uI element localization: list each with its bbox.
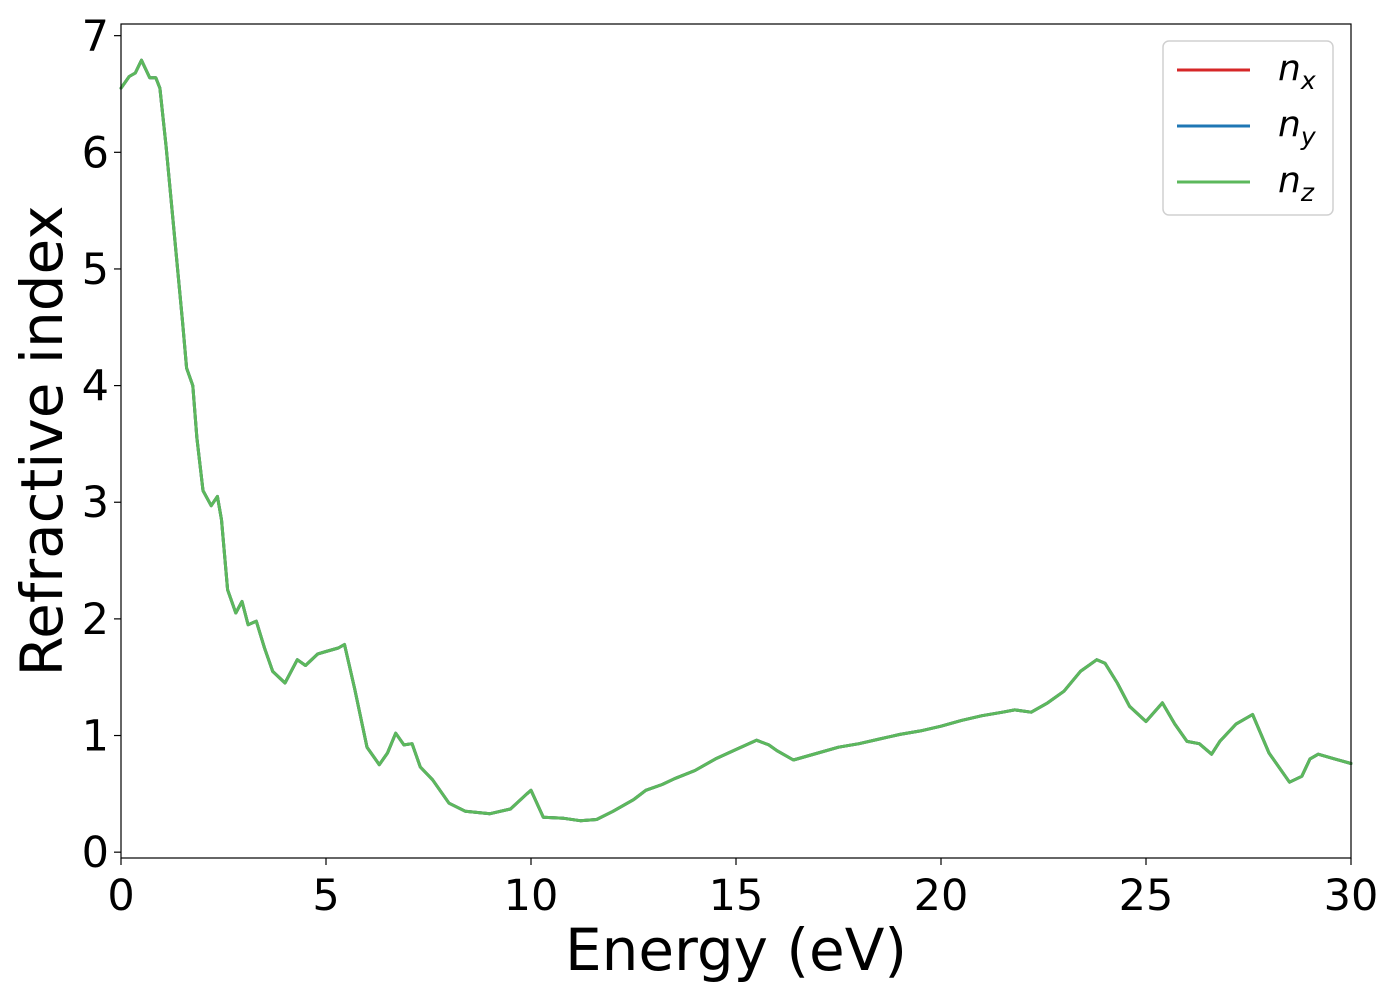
x-tick-label: 20: [914, 871, 969, 921]
legend-label-z: nz: [1278, 160, 1315, 207]
y-axis-ticks: 0 1 2 3 4 5 6 7: [82, 12, 121, 878]
legend-label-base: n: [1278, 48, 1301, 89]
x-tick-label: 5: [312, 871, 339, 921]
x-tick-label: 30: [1324, 871, 1379, 921]
y-tick-label: 5: [82, 245, 109, 295]
x-axis-title: Energy (eV): [565, 916, 907, 984]
x-tick-label: 0: [107, 871, 134, 921]
x-tick-label: 25: [1119, 871, 1174, 921]
x-axis-ticks: 0 5 10 15 20 25 30: [107, 858, 1378, 921]
x-tick-label: 15: [709, 871, 764, 921]
y-tick-label: 1: [82, 712, 109, 762]
y-axis-title: Refractive index: [8, 205, 76, 676]
legend-frame: [1162, 40, 1334, 216]
legend-label-subscript: z: [1300, 178, 1315, 207]
legend-label-x: nx: [1278, 48, 1316, 95]
legend-label-base: n: [1278, 104, 1301, 145]
legend-label-y: ny: [1278, 104, 1317, 151]
legend-label-subscript: x: [1300, 66, 1316, 95]
legend-label-subscript: y: [1300, 122, 1317, 151]
series-line-n-z: [119, 58, 1353, 823]
y-tick-label: 0: [82, 828, 109, 878]
y-tick-label: 2: [82, 595, 109, 645]
y-tick-label: 3: [82, 478, 109, 528]
series-layer: [119, 58, 1353, 823]
plot-background: [121, 24, 1351, 858]
y-tick-label: 6: [82, 128, 109, 178]
y-tick-label: 4: [82, 362, 109, 412]
y-tick-label: 7: [82, 12, 109, 62]
legend-label-base: n: [1278, 160, 1301, 201]
x-tick-label: 10: [504, 871, 559, 921]
